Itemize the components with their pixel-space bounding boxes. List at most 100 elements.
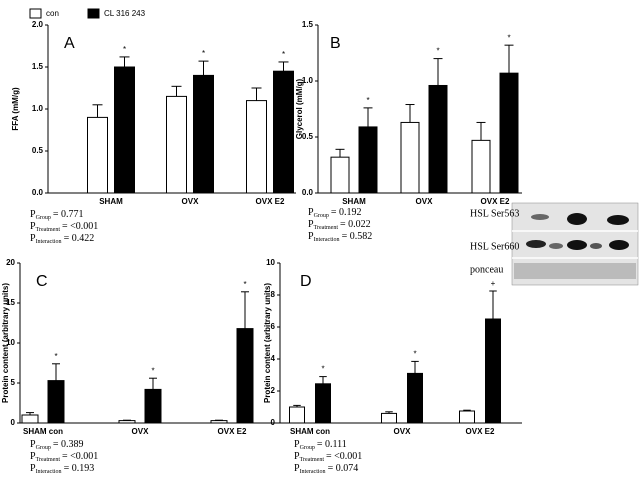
legend-label: con — [46, 9, 59, 18]
bar — [273, 70, 294, 194]
bar — [47, 380, 65, 424]
stat-subscript: Interaction — [300, 469, 326, 475]
stat-symbol: P — [30, 451, 36, 462]
significance-marker: * — [54, 352, 57, 361]
blot-label: HSL Ser563 — [470, 208, 519, 219]
stat-line: PTreatment = <0.001 — [30, 451, 98, 463]
x-tick-label: OVX — [394, 427, 412, 436]
stat-value: = 0.771 — [53, 209, 84, 220]
stat-line: PInteraction = 0.074 — [294, 463, 358, 475]
stat-value: = <0.001 — [326, 451, 362, 462]
stat-line: PGroup = 0.389 — [30, 439, 84, 451]
significance-marker: * — [507, 33, 510, 42]
blot-label: HSL Ser660 — [470, 241, 519, 252]
y-tick-label: 0.5 — [302, 132, 314, 141]
bar — [471, 139, 491, 194]
stat-value: = 0.192 — [331, 207, 362, 218]
x-tick-label: SHAM — [342, 197, 366, 206]
y-axis-label: Glycerol (mM/g) — [295, 78, 304, 139]
bar — [459, 410, 475, 424]
y-tick-label: 10 — [266, 258, 275, 267]
bar — [87, 116, 108, 194]
stat-subscript: Group — [36, 445, 51, 451]
bar — [166, 95, 187, 194]
stat-symbol: P — [294, 451, 300, 462]
blot-label: ponceau — [470, 264, 503, 275]
x-tick-label: OVX E2 — [481, 197, 510, 206]
significance-marker: * — [243, 280, 246, 289]
y-tick-label: 2 — [271, 386, 276, 395]
stat-subscript: Treatment — [36, 227, 61, 233]
legend-label: CL 316 243 — [104, 9, 146, 18]
bar — [210, 420, 228, 424]
y-tick-label: 6 — [271, 322, 276, 331]
significance-marker: * — [282, 50, 285, 59]
y-axis-label: Protein content (arbitrary units) — [263, 283, 272, 403]
significance-marker: * — [413, 350, 416, 359]
panel-letter: B — [330, 35, 341, 52]
y-tick-label: 1.5 — [32, 62, 44, 71]
y-axis-label: FFA (mM/g) — [11, 87, 20, 131]
legend-swatch — [87, 8, 100, 19]
y-tick-label: 4 — [271, 354, 276, 363]
stat-symbol: P — [294, 463, 300, 474]
stat-line: PGroup = 0.111 — [294, 439, 347, 451]
stat-value: = <0.001 — [62, 451, 98, 462]
y-tick-label: 20 — [6, 258, 15, 267]
significance-marker: * — [123, 45, 126, 54]
stat-line: PInteraction = 0.193 — [30, 463, 94, 475]
x-tick-label: OVX E2 — [256, 197, 285, 206]
stat-subscript: Interaction — [314, 237, 340, 243]
bar — [485, 318, 501, 424]
stat-line: PTreatment = <0.001 — [294, 451, 362, 463]
y-tick-label: 0 — [11, 418, 16, 427]
y-tick-label: 2.0 — [32, 20, 44, 29]
stat-symbol: P — [30, 463, 36, 474]
y-axis-label: Protein content (arbitrary units) — [1, 283, 10, 403]
bar — [246, 100, 267, 194]
x-tick-label: SHAM — [99, 197, 123, 206]
stat-symbol: P — [30, 209, 36, 220]
y-tick-label: 5 — [11, 378, 16, 387]
stat-subscript: Treatment — [36, 457, 61, 463]
western-blot — [511, 202, 639, 286]
bar — [407, 372, 423, 424]
y-tick-label: 1.5 — [302, 20, 314, 29]
x-tick-label: SHAM con — [290, 427, 330, 436]
stat-value: = 0.422 — [64, 233, 95, 244]
stat-value: = 0.389 — [53, 439, 84, 450]
stat-symbol: P — [308, 231, 314, 242]
bar — [118, 420, 136, 424]
bar — [114, 66, 135, 194]
panel-letter: D — [300, 273, 312, 290]
stat-symbol: P — [308, 219, 314, 230]
stat-subscript: Treatment — [314, 225, 339, 231]
bar — [289, 406, 305, 424]
significance-marker: + — [491, 279, 496, 288]
y-tick-label: 1.0 — [302, 76, 314, 85]
stat-subscript: Group — [36, 215, 51, 221]
bar — [400, 121, 420, 194]
stat-line: PTreatment = 0.022 — [308, 219, 371, 231]
significance-marker: * — [366, 96, 369, 105]
x-tick-label: OVX E2 — [218, 427, 247, 436]
stat-value: = 0.193 — [64, 463, 95, 474]
stat-symbol: P — [30, 439, 36, 450]
stat-value: = 0.022 — [340, 219, 371, 230]
x-tick-label: SHAM con — [23, 427, 63, 436]
stat-line: PGroup = 0.192 — [308, 207, 362, 219]
x-tick-label: OVX E2 — [466, 427, 495, 436]
stat-subscript: Group — [314, 213, 329, 219]
stat-value: = 0.074 — [328, 463, 359, 474]
stat-line: PTreatment = <0.001 — [30, 221, 98, 233]
stat-symbol: P — [30, 221, 36, 232]
stat-line: PGroup = 0.771 — [30, 209, 84, 221]
y-tick-label: 15 — [6, 298, 15, 307]
legend-swatch — [29, 8, 42, 19]
y-tick-label: 0.5 — [32, 146, 44, 155]
stat-value: = 0.582 — [342, 231, 373, 242]
x-tick-label: OVX — [416, 197, 434, 206]
bar — [358, 126, 378, 194]
panel-letter: C — [36, 273, 48, 290]
